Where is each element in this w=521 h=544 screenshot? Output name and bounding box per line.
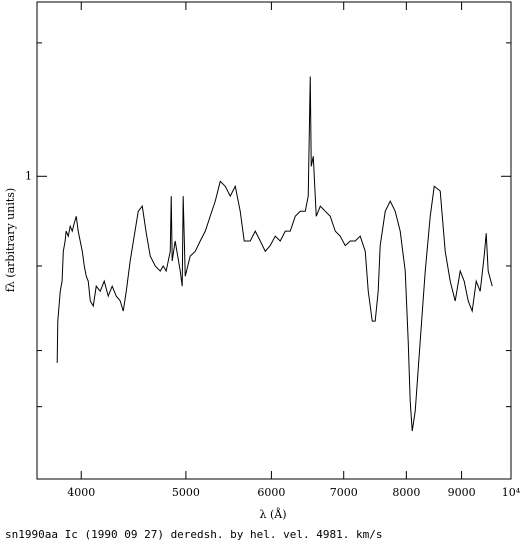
- x-tick-label: 9000: [448, 486, 476, 499]
- x-tick-label: 8000: [392, 486, 420, 499]
- x-axis-label: λ (Å): [260, 507, 287, 521]
- x-tick-label: 5000: [172, 486, 200, 499]
- caption: sn1990aa Ic (1990 09 27) deredsh. by hel…: [5, 528, 383, 541]
- x-tick-label: 4000: [67, 486, 95, 499]
- y-axis-label: fλ (arbitrary units): [4, 188, 17, 292]
- x-tick-label: 10⁴: [502, 486, 521, 499]
- spectrum-line: [56, 76, 493, 432]
- y-tick-label: 1: [25, 169, 32, 182]
- x-tick-label: 6000: [257, 486, 285, 499]
- x-tick-label: 7000: [330, 486, 358, 499]
- plot-frame: [36, 1, 512, 480]
